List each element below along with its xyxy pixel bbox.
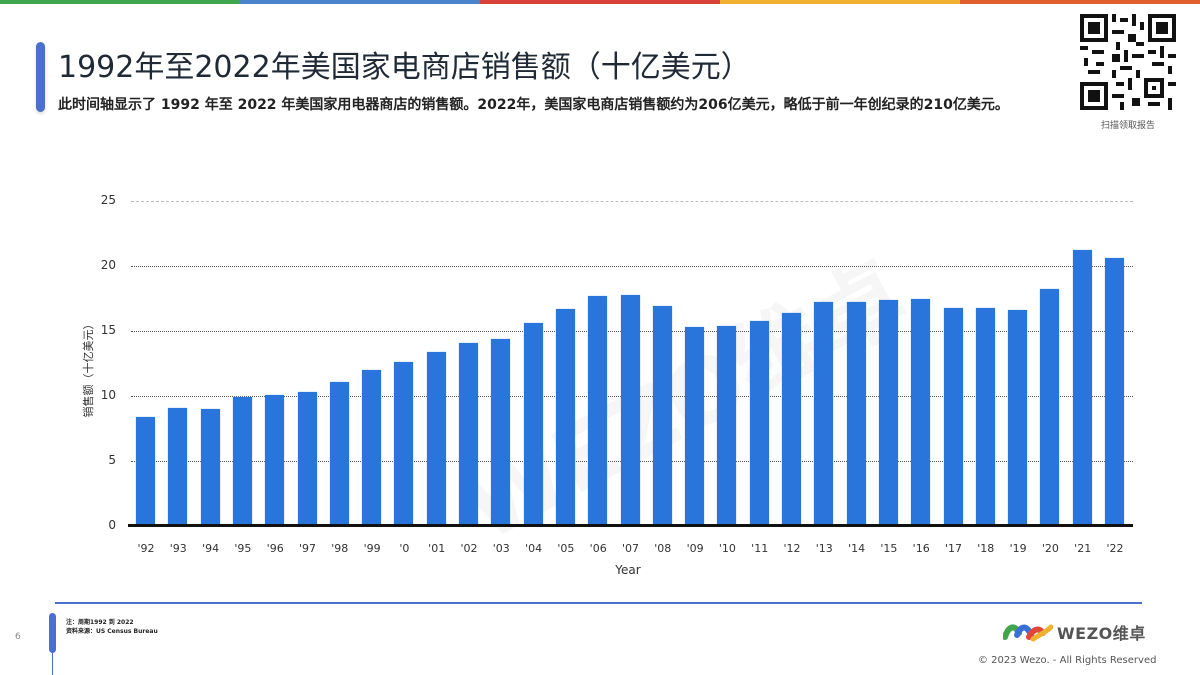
top-color-stripe (0, 0, 1200, 4)
stripe-red (480, 0, 720, 4)
bar (1008, 310, 1028, 526)
x-tick: '95 (234, 542, 252, 555)
bar (265, 394, 285, 526)
qr-caption: 扫描领取报告 (1100, 121, 1155, 131)
x-tick: '04 (525, 542, 543, 555)
x-tick: '07 (621, 542, 640, 555)
gridline-20 (131, 266, 1133, 267)
page-number: 6 (15, 632, 21, 642)
bar (491, 338, 511, 526)
stripe-orange (960, 0, 1200, 4)
x-tick: '94 (202, 542, 220, 555)
bar (814, 302, 834, 526)
x-tick: '19 (1009, 542, 1027, 555)
bar (297, 392, 317, 526)
stripe-blue (240, 0, 480, 4)
page-title: 1992年至2022年美国家电商店销售额（十亿美元） (58, 50, 751, 85)
copyright: © 2023 Wezo. - All Rights Reserved (978, 655, 1157, 666)
x-tick: '18 (977, 542, 995, 555)
x-tick: '11 (751, 542, 769, 555)
y-tick: 20 (100, 258, 116, 272)
x-tick: '06 (589, 542, 607, 555)
y-tick: 15 (100, 323, 116, 337)
footer-notes: 注：周期1992 到 2022 资料来源：US Census Bureau (66, 618, 158, 636)
x-tick: '16 (912, 542, 930, 555)
stripe-yellow (720, 0, 960, 4)
x-tick: '20 (1041, 542, 1059, 555)
bar (136, 416, 155, 526)
bar (749, 320, 769, 526)
bar (394, 362, 414, 526)
stripe-green (0, 0, 240, 4)
page-description: 此时间轴显示了 1992 年至 2022 年美国家用电器商店的销售额。2022年… (58, 97, 1009, 113)
bar (426, 351, 446, 526)
x-tick: '12 (783, 542, 801, 555)
footer-divider (55, 602, 1142, 604)
logo-text: WEZO维卓 (1057, 624, 1146, 643)
bar (1105, 258, 1124, 526)
bar (717, 325, 737, 526)
footer-accent-stem (52, 650, 53, 675)
x-tick: '01 (428, 542, 446, 555)
x-tick: '09 (686, 542, 704, 555)
gridline-25 (131, 201, 1133, 202)
x-tick: '93 (169, 542, 187, 555)
x-tick: '13 (815, 542, 833, 555)
wezo-logo-icon (1003, 624, 1053, 642)
x-tick: '99 (363, 542, 381, 555)
bar (329, 381, 349, 526)
y-tick: 0 (108, 518, 116, 532)
bar (200, 409, 220, 526)
y-tick: 10 (100, 388, 116, 402)
note-period: 注：周期1992 到 2022 (66, 619, 134, 626)
x-tick: '14 (848, 542, 866, 555)
bar (620, 294, 640, 526)
x-tick: '17 (944, 542, 963, 555)
note-source: 资料来源：US Census Bureau (66, 628, 158, 635)
x-tick: '21 (1074, 542, 1092, 555)
wezo-logo: WEZO维卓 (1003, 620, 1146, 644)
y-tick: 5 (108, 453, 116, 467)
x-tick: '10 (718, 542, 736, 555)
bar (232, 397, 252, 526)
x-axis-label: Year (615, 563, 641, 577)
bar (911, 298, 931, 526)
x-tick: '96 (266, 542, 284, 555)
bar (1040, 289, 1060, 526)
x-tick: '15 (880, 542, 898, 555)
x-tick: '02 (460, 542, 478, 555)
bar (555, 308, 575, 526)
x-tick: '0 (399, 542, 410, 555)
x-tick: '97 (298, 542, 317, 555)
bar (168, 407, 188, 526)
x-tick: '98 (331, 542, 349, 555)
bar (975, 307, 995, 526)
bar (652, 305, 672, 526)
bar (878, 299, 898, 526)
bar (362, 370, 382, 526)
bar (782, 312, 801, 526)
bar (523, 323, 543, 526)
x-axis-line (128, 524, 1133, 527)
qr-code-icon[interactable] (1080, 14, 1176, 110)
bar (846, 302, 866, 526)
y-tick: 25 (100, 193, 116, 207)
x-tick: '05 (557, 542, 575, 555)
bar (1072, 250, 1092, 526)
bar (588, 295, 608, 526)
x-tick: '92 (137, 542, 155, 555)
x-tick: '03 (492, 542, 510, 555)
bar (685, 327, 705, 526)
bar (943, 307, 963, 526)
title-accent-bar (36, 42, 45, 112)
bar (459, 342, 478, 526)
y-axis-label: 销售额（十亿美元） (82, 318, 95, 418)
footer-accent-bar (49, 613, 56, 653)
x-tick: '08 (654, 542, 672, 555)
x-tick: '22 (1106, 542, 1124, 555)
bar-chart: WEZO维卓 25 20 15 10 5 0 销售额（十亿美元） '92'93'… (82, 193, 1133, 577)
